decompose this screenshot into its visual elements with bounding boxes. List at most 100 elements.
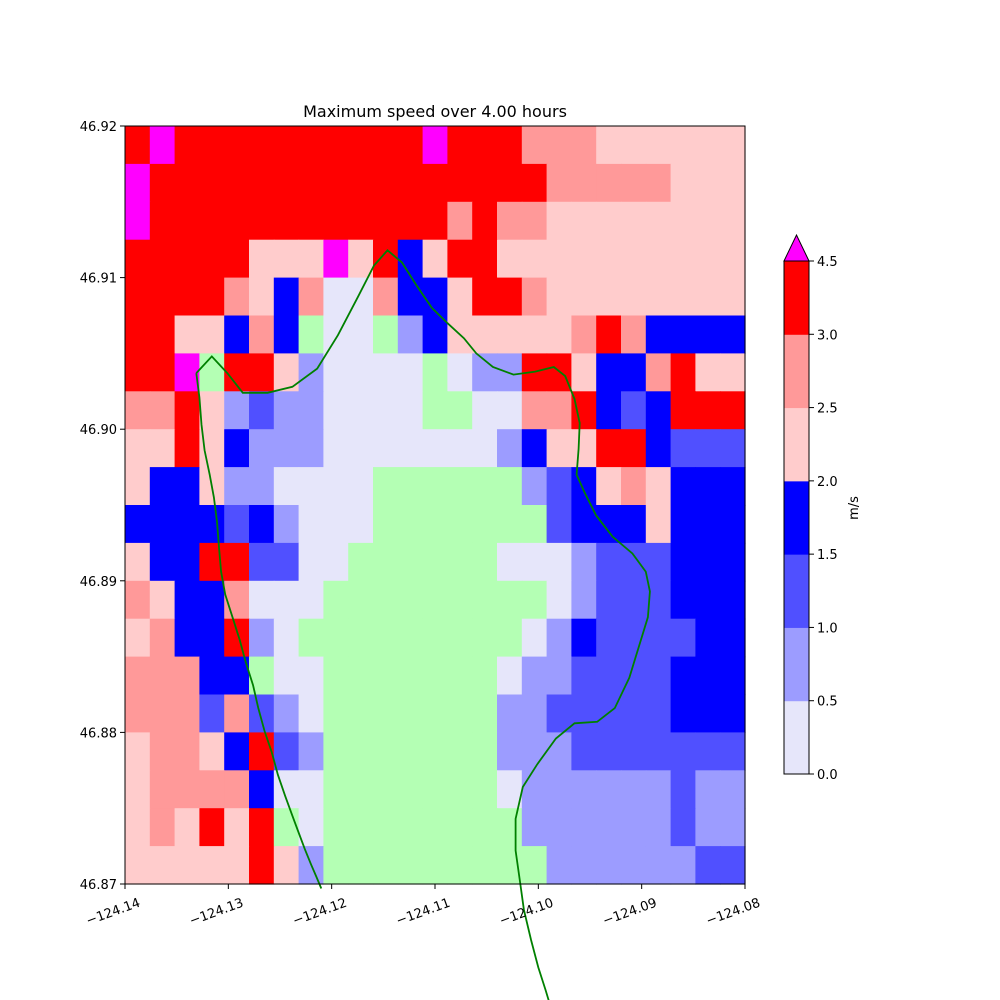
heatmap-cell — [125, 542, 151, 582]
heatmap-cell — [571, 126, 597, 165]
heatmap-cell — [621, 808, 647, 847]
heatmap-cell — [521, 732, 548, 771]
heatmap-cell — [249, 618, 275, 658]
heatmap-cell — [125, 277, 151, 317]
colorbar-tick-label: 0.5 — [817, 695, 838, 710]
heatmap-cell — [323, 580, 349, 620]
heatmap-cell — [720, 694, 746, 733]
heatmap-cell — [720, 126, 746, 165]
heatmap-cell — [497, 732, 523, 771]
heatmap-cell — [397, 126, 424, 165]
heatmap-cell — [224, 391, 250, 430]
heatmap-cell — [249, 732, 275, 771]
heatmap-cell — [149, 656, 176, 696]
heatmap-cell — [670, 201, 696, 241]
heatmap-cell — [249, 656, 275, 696]
heatmap-cell — [273, 353, 300, 392]
heatmap-cell — [273, 201, 300, 241]
colorbar-segment — [784, 407, 809, 482]
colorbar-segment — [784, 480, 809, 555]
heatmap-cell — [348, 580, 374, 620]
coastline-west — [195, 372, 323, 889]
heatmap-cell — [596, 770, 622, 809]
heatmap-cell — [273, 391, 300, 430]
heatmap-cell — [422, 808, 448, 847]
heatmap-cell — [521, 580, 548, 620]
heatmap-cell — [720, 846, 746, 885]
heatmap-cell — [720, 163, 746, 203]
heatmap-cell — [447, 618, 473, 658]
heatmap-cell — [373, 656, 399, 696]
heatmap-cell — [472, 618, 498, 658]
heatmap-cell — [546, 770, 572, 809]
heatmap-cell — [472, 201, 498, 241]
heatmap-cell — [298, 315, 324, 354]
heatmap-cell — [621, 429, 647, 468]
heatmap-cell — [447, 808, 473, 847]
heatmap-cell — [174, 542, 200, 582]
heatmap-cell — [695, 505, 721, 544]
heatmap-cell — [125, 732, 151, 771]
heatmap-cell — [621, 467, 647, 506]
colorbar: 0.0 0.5 1.0 1.5 2.0 2.5 3.0 4.5 — [783, 233, 838, 783]
heatmap-cell — [720, 391, 746, 430]
heatmap-cell — [397, 580, 424, 620]
heatmap-cell — [596, 656, 622, 696]
heatmap-cell — [497, 656, 523, 696]
heatmap-cell — [521, 429, 548, 468]
heatmap-cell — [224, 505, 250, 544]
heatmap-cell — [695, 239, 721, 279]
heatmap-cell — [695, 770, 721, 809]
heatmap-cell — [596, 239, 622, 279]
heatmap-cell — [596, 277, 622, 317]
heatmap-cell — [521, 808, 548, 847]
heatmap-cell — [521, 391, 548, 430]
y-axis: 46.87 46.88 46.89 46.90 46.91 46.92 — [80, 120, 125, 893]
heatmap-cell — [125, 846, 151, 885]
heatmap-cell — [546, 732, 572, 771]
heatmap-cell — [571, 694, 597, 733]
heatmap-cell — [422, 770, 448, 809]
heatmap-cell — [149, 505, 176, 544]
heatmap-cell — [472, 846, 498, 885]
heatmap-cell — [397, 694, 424, 733]
heatmap-cell — [149, 808, 176, 847]
heatmap-cell — [447, 353, 473, 392]
heatmap-cell — [397, 846, 424, 885]
heatmap-cell — [720, 656, 746, 696]
heatmap-cell — [298, 542, 324, 582]
heatmap-cell — [397, 505, 424, 544]
heatmap-cell — [447, 694, 473, 733]
heatmap-cell — [323, 505, 349, 544]
heatmap-cell — [125, 580, 151, 620]
heatmap-cell — [670, 429, 696, 468]
heatmap-cell — [571, 315, 597, 354]
colorbar-segment — [784, 334, 809, 409]
heatmap-cell — [224, 277, 250, 317]
heatmap-cell — [174, 732, 200, 771]
heatmap-cell — [422, 580, 448, 620]
heatmap-cell — [397, 277, 424, 317]
heatmap-cell — [422, 732, 448, 771]
heatmap-cell — [174, 315, 200, 354]
heatmap-cell — [348, 808, 374, 847]
heatmap-cell — [373, 580, 399, 620]
heatmap-cell — [397, 429, 424, 468]
heatmap-cell — [645, 239, 672, 279]
heatmap-cell — [720, 505, 746, 544]
heatmap-cell — [422, 353, 448, 392]
heatmap-cell — [695, 542, 721, 582]
heatmap-cell — [472, 505, 498, 544]
heatmap-cell — [447, 542, 473, 582]
heatmap-cell — [546, 163, 572, 203]
heatmap-cell — [125, 163, 151, 203]
heatmap-cell — [125, 126, 151, 165]
heatmap-cell — [323, 694, 349, 733]
heatmap-cell — [249, 353, 275, 392]
heatmap-cell — [447, 239, 473, 279]
heatmap-cell — [323, 239, 349, 279]
heatmap-cell — [149, 694, 176, 733]
heatmap-cell — [422, 429, 448, 468]
heatmap-cell — [645, 163, 672, 203]
heatmap-cell — [621, 580, 647, 620]
